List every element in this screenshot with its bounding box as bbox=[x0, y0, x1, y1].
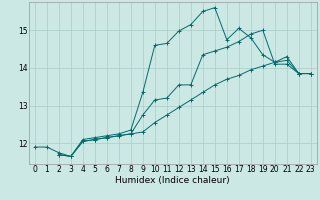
X-axis label: Humidex (Indice chaleur): Humidex (Indice chaleur) bbox=[116, 176, 230, 185]
